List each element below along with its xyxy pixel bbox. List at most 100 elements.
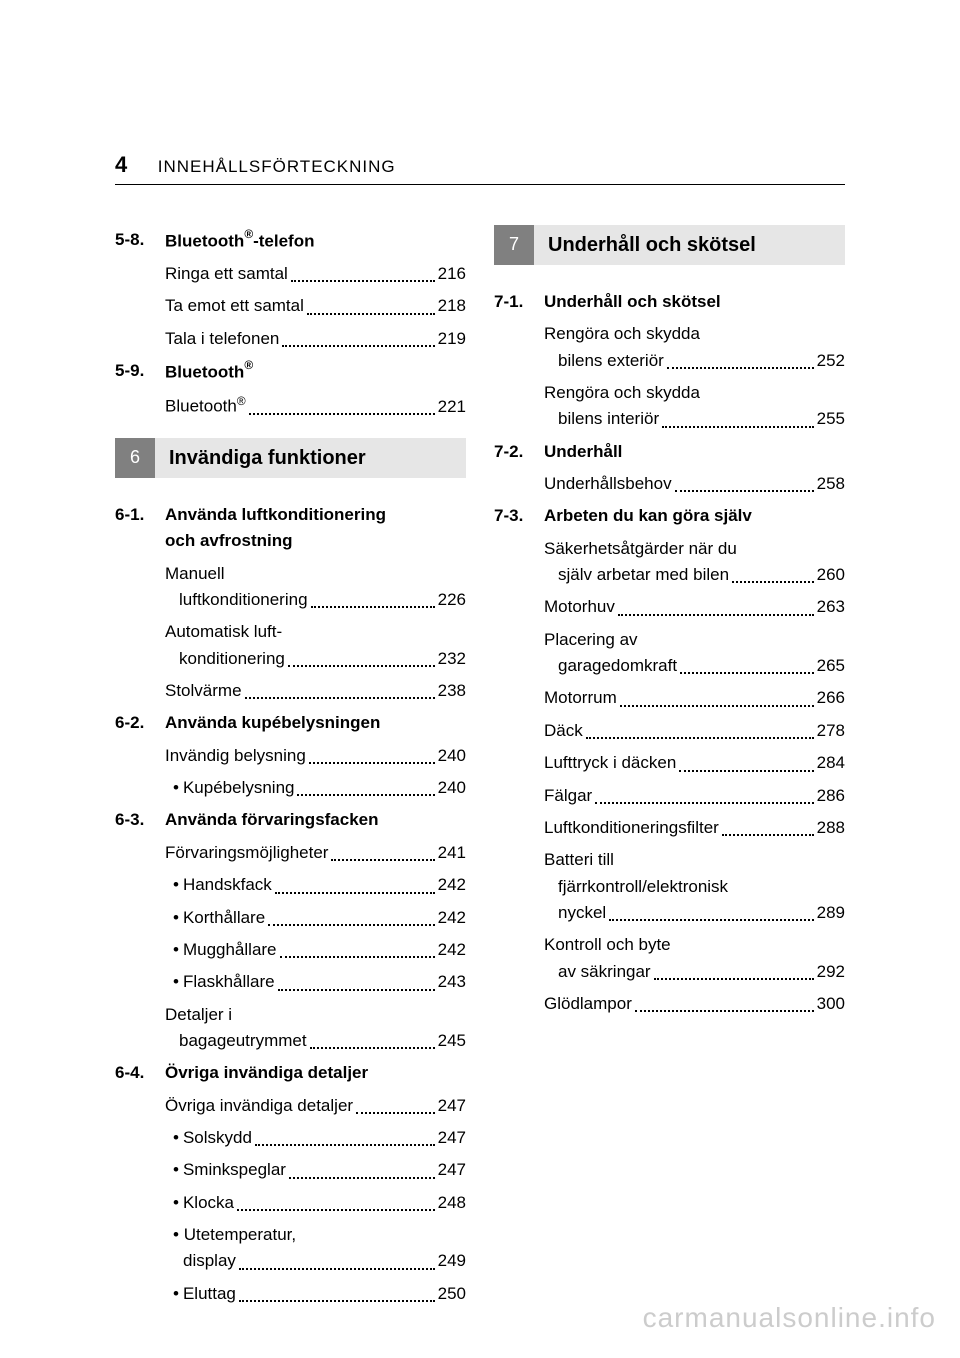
entry-line: Rengöra och skydda — [544, 380, 845, 406]
section-number: 7-2. — [494, 439, 544, 465]
entry-page: 252 — [817, 348, 845, 374]
bullet-icon: • — [173, 1281, 179, 1307]
leader-dots — [239, 1268, 435, 1270]
bullet-icon: • — [173, 1157, 179, 1183]
toc-entry: Övriga invändiga detaljer247 — [165, 1093, 466, 1119]
section-title: Bluetooth®-telefon — [165, 227, 466, 255]
toc-entry: Manuell luftkonditionering226 — [165, 561, 466, 614]
entry-line: bilens exteriör — [558, 348, 664, 374]
entry-line: Automatisk luft- — [165, 619, 466, 645]
leader-dots — [249, 413, 435, 415]
leader-dots — [618, 614, 814, 616]
entry-page: 265 — [817, 653, 845, 679]
section-title: Underhåll och skötsel — [544, 289, 845, 315]
entry-page: 288 — [817, 815, 845, 841]
section-title: Använda kupébelysningen — [165, 710, 466, 736]
entry-line: Batteri till — [544, 847, 845, 873]
leader-dots — [620, 705, 814, 707]
watermark: carmanualsonline.info — [643, 1302, 936, 1334]
section-5-8-heading: 5-8. Bluetooth®-telefon — [115, 227, 466, 255]
leader-dots — [282, 345, 434, 347]
section-title-part: -telefon — [253, 232, 314, 251]
entry-line: Säkerhetsåtgärder när du — [544, 536, 845, 562]
toc-entry: Kontroll och byte av säkringar292 — [544, 932, 845, 985]
registered-icon: ® — [244, 358, 253, 372]
toc-entry: Motorrum 266 — [544, 685, 845, 711]
leader-dots — [280, 956, 435, 958]
toc-bullet: •Eluttag250 — [165, 1281, 466, 1307]
section-title: Bluetooth® — [165, 358, 466, 386]
entry-page: 247 — [438, 1125, 466, 1151]
entry-page: 242 — [438, 905, 466, 931]
section-number: 7-3. — [494, 503, 544, 529]
section-title: Övriga invändiga detaljer — [165, 1060, 466, 1086]
registered-icon: ® — [237, 394, 246, 408]
section-title: Arbeten du kan göra själv — [544, 503, 845, 529]
toc-entry: Däck278 — [544, 718, 845, 744]
section-number: 5-8. — [115, 227, 165, 255]
leader-dots — [595, 802, 813, 804]
entry-page: 242 — [438, 937, 466, 963]
leader-dots — [307, 313, 435, 315]
section-number: 6-1. — [115, 502, 165, 555]
entry-label: Eluttag — [183, 1281, 236, 1307]
bullet-icon: • — [173, 1225, 179, 1244]
entry-page: 221 — [438, 394, 466, 420]
entry-label-part: Bluetooth — [165, 397, 237, 416]
leader-dots — [255, 1144, 435, 1146]
entry-page: 218 — [438, 293, 466, 319]
leader-dots — [654, 978, 814, 980]
entry-label: Luftkonditioneringsfilter — [544, 815, 719, 841]
entry-page: 266 — [817, 685, 845, 711]
entry-line: Rengöra och skydda — [544, 321, 845, 347]
entry-line: Utetemperatur, — [184, 1225, 296, 1244]
page: 4 INNEHÅLLSFÖRTECKNING 5-8. Bluetooth®-t… — [0, 0, 960, 1358]
entry-line: luftkonditionering — [179, 587, 308, 613]
toc-bullet: •Kupébelysning240 — [165, 775, 466, 801]
entry-label: Mugghållare — [183, 937, 277, 963]
leader-dots — [679, 770, 813, 772]
section-title-line: och avfrostning — [165, 531, 293, 550]
section-7-1-heading: 7-1. Underhåll och skötsel — [494, 289, 845, 315]
toc-entry: Luftkonditioneringsfilter 288 — [544, 815, 845, 841]
toc-entry: Rengöra och skydda bilens interiör255 — [544, 380, 845, 433]
toc-bullet: •Klocka248 — [165, 1190, 466, 1216]
leader-dots — [667, 367, 814, 369]
leader-dots — [268, 924, 434, 926]
toc-entry: Ringa ett samtal216 — [165, 261, 466, 287]
entry-page: 247 — [438, 1157, 466, 1183]
entry-label: Handskfack — [183, 872, 272, 898]
columns: 5-8. Bluetooth®-telefon Ringa ett samtal… — [115, 225, 845, 1313]
entry-label: Ringa ett samtal — [165, 261, 288, 287]
entry-page: 247 — [438, 1093, 466, 1119]
section-6-1-heading: 6-1. Använda luftkonditionering och avfr… — [115, 502, 466, 555]
bullet-icon: • — [173, 937, 179, 963]
leader-dots — [289, 1177, 435, 1179]
entry-label: Motorhuv — [544, 594, 615, 620]
leader-dots — [356, 1112, 435, 1114]
toc-entry: Automatisk luft- konditionering232 — [165, 619, 466, 672]
toc-entry: Tala i telefonen219 — [165, 326, 466, 352]
entry-label: Tala i telefonen — [165, 326, 279, 352]
right-column: 7 Underhåll och skötsel 7-1. Underhåll o… — [494, 225, 845, 1313]
entry-label: Underhållsbehov — [544, 471, 672, 497]
entry-page: 240 — [438, 775, 466, 801]
entry-line: bagageutrymmet — [179, 1028, 307, 1054]
entry-line: själv arbetar med bilen — [558, 562, 729, 588]
entry-label: Motorrum — [544, 685, 617, 711]
leader-dots — [239, 1300, 435, 1302]
section-5-9-heading: 5-9. Bluetooth® — [115, 358, 466, 386]
leader-dots — [680, 672, 814, 674]
section-6-3-heading: 6-3. Använda förvaringsfacken — [115, 807, 466, 833]
bullet-icon: • — [173, 905, 179, 931]
bullet-icon: • — [173, 1190, 179, 1216]
entry-page: 243 — [438, 969, 466, 995]
section-number: 6-4. — [115, 1060, 165, 1086]
entry-page: 248 — [438, 1190, 466, 1216]
leader-dots — [245, 697, 435, 699]
registered-icon: ® — [244, 227, 253, 241]
entry-page: 258 — [817, 471, 845, 497]
toc-entry: Placering av garagedomkraft265 — [544, 627, 845, 680]
leader-dots — [662, 426, 814, 428]
section-title: Underhåll — [544, 439, 845, 465]
